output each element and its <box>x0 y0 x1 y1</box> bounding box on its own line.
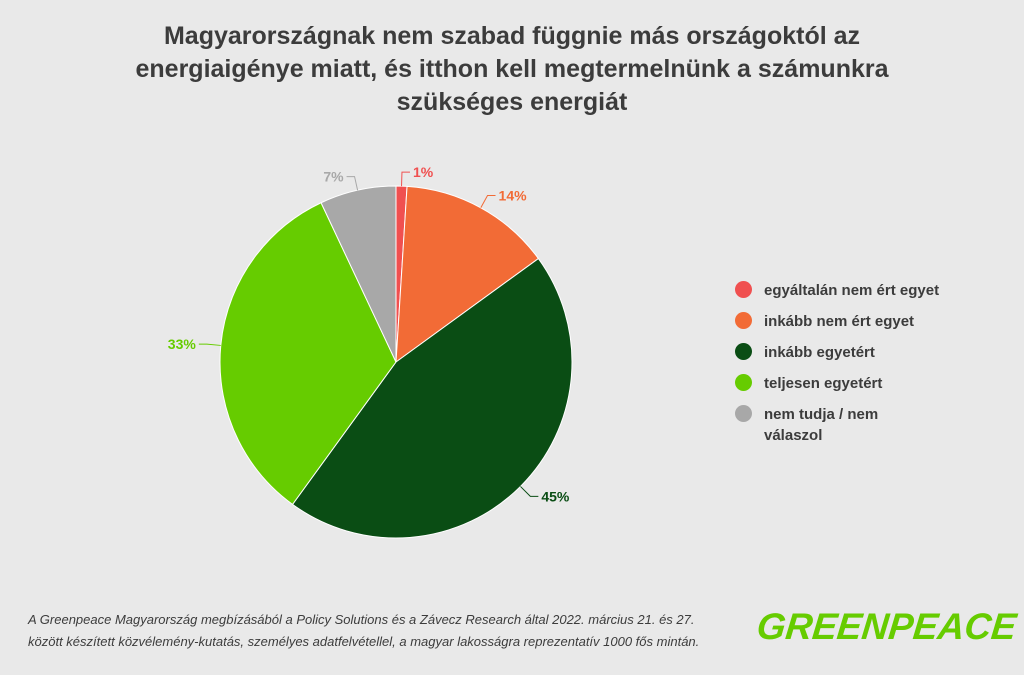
source-note: A Greenpeace Magyarország megbízásából a… <box>28 609 748 653</box>
legend: egyáltalán nem ért egyet inkább nem ért … <box>735 280 975 446</box>
data-label: 45% <box>541 488 570 504</box>
legend-swatch <box>735 281 752 298</box>
legend-label: nem tudja / nem válaszol <box>764 406 879 444</box>
source-line: A Greenpeace Magyarország megbízásából a… <box>28 612 695 627</box>
legend-swatch <box>735 405 752 422</box>
chart-title: Magyarországnak nem szabad függnie más o… <box>100 20 924 119</box>
legend-label: inkább nem ért egyet <box>764 313 915 330</box>
data-label: 33% <box>168 336 197 352</box>
data-label: 1% <box>413 164 434 180</box>
leader-line <box>198 343 221 346</box>
leader-line <box>520 486 539 497</box>
legend-swatch <box>735 374 752 391</box>
legend-label: inkább egyetért <box>764 344 875 361</box>
greenpeace-logo: GREENPEACE <box>754 606 1019 647</box>
chart-title-line: energiaigénye miatt, és itthon kell megt… <box>135 55 889 83</box>
legend-label: teljesen egyetért <box>764 375 883 392</box>
legend-item: teljesen egyetért <box>735 373 975 404</box>
leader-line <box>346 176 359 191</box>
legend-label: egyáltalán nem ért egyet <box>764 282 940 299</box>
chart-title-line: Magyarországnak nem szabad függnie más o… <box>163 22 861 50</box>
chart-title-line: szükséges energiát <box>396 88 628 116</box>
data-label: 14% <box>499 188 528 204</box>
legend-item: nem tudja / nem válaszol <box>735 404 975 446</box>
legend-swatch <box>735 312 752 329</box>
legend-swatch <box>735 343 752 360</box>
pie-slice <box>291 257 573 539</box>
legend-item: inkább egyetért <box>735 342 975 373</box>
leader-line <box>401 171 410 187</box>
pie-slice <box>395 185 540 364</box>
leader-line <box>480 195 496 209</box>
source-line: között készített közvélemény-kutatás, sz… <box>28 634 700 649</box>
legend-item: egyáltalán nem ért egyet <box>735 280 975 311</box>
data-label: 7% <box>323 169 344 185</box>
legend-item: inkább nem ért egyet <box>735 311 975 342</box>
